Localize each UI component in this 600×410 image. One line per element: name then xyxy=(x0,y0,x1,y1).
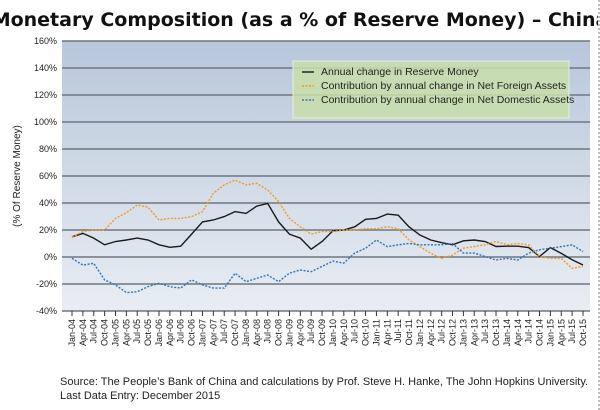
x-tick-label: Jan-11 xyxy=(371,319,381,346)
x-tick-label: Jan-10 xyxy=(328,319,338,347)
x-tick-label: Apr-06 xyxy=(165,319,175,346)
x-tick-label: Apr-09 xyxy=(295,319,305,346)
x-tick-label: Jan-07 xyxy=(197,319,207,347)
x-tick-label: Apr-04 xyxy=(78,319,88,346)
x-tick-label: Jul-09 xyxy=(306,319,316,344)
x-tick-label: Jul-10 xyxy=(350,319,360,344)
x-tick-label: Oct-07 xyxy=(230,319,240,346)
series-line-2 xyxy=(71,239,584,294)
x-tick-label: Jul-13 xyxy=(480,319,490,344)
source-note: Source: The People’s Bank of China and c… xyxy=(60,376,588,388)
x-tick-label: Oct-10 xyxy=(361,319,371,346)
x-tick-label: Jan-06 xyxy=(154,319,164,347)
x-tick-label: Oct-13 xyxy=(491,319,501,346)
x-tick-label: Oct-04 xyxy=(100,319,110,346)
chart-title: Monetary Composition (as a % of Reserve … xyxy=(0,9,600,31)
x-tick-label: Apr-10 xyxy=(339,319,349,346)
x-tick-label: Jul-14 xyxy=(524,319,534,344)
x-tick-label: Jan-12 xyxy=(415,319,425,347)
x-tick-label: Oct-14 xyxy=(535,319,545,346)
legend-entry: Annual change in Reserve Money xyxy=(321,66,479,78)
x-tick-label: Jan-13 xyxy=(458,319,468,347)
x-tick-label: Apr-12 xyxy=(426,319,436,346)
y-tick-label: 20% xyxy=(39,225,57,235)
x-tick-label: Jul-15 xyxy=(567,319,577,344)
x-tick-label: Jan-14 xyxy=(502,319,512,347)
x-tick-label: Jul-12 xyxy=(437,319,447,344)
x-tick-label: Jan-15 xyxy=(545,319,555,347)
y-tick-label: 60% xyxy=(39,171,57,181)
x-tick-label: Jul-05 xyxy=(132,319,142,344)
legend-entry: Contribution by annual change in Net For… xyxy=(321,80,566,92)
y-tick-label: 160% xyxy=(34,36,57,46)
x-tick-label: Apr-08 xyxy=(252,319,262,346)
legend-box xyxy=(292,60,570,119)
y-tick-label: 40% xyxy=(39,198,57,208)
x-tick-label: Apr-14 xyxy=(513,319,523,346)
x-tick-label: Jul-08 xyxy=(263,319,273,344)
x-tick-label: Apr-13 xyxy=(469,319,479,346)
x-tick-label: Jul-07 xyxy=(219,319,229,344)
x-tick-label: Jan-08 xyxy=(241,319,251,347)
y-tick-label: 0% xyxy=(44,252,57,262)
y-tick-label: 120% xyxy=(34,90,57,100)
y-tick-label: 80% xyxy=(39,144,57,154)
x-tick-label: Apr-07 xyxy=(208,319,218,346)
y-axis-label: (% Of Reserve Money) xyxy=(12,125,23,227)
legend-entry: Contribution by annual change in Net Dom… xyxy=(321,94,574,106)
x-tick-label: Oct-08 xyxy=(274,319,284,346)
series-line-1 xyxy=(71,179,584,270)
x-tick-label: Jan-04 xyxy=(67,319,77,347)
x-tick-label: Apr-05 xyxy=(121,319,131,346)
x-tick-label: Oct-09 xyxy=(317,319,327,346)
x-tick-label: Oct-15 xyxy=(578,319,588,346)
y-tick-label: 100% xyxy=(34,117,57,127)
x-tick-label: Jul-11 xyxy=(393,319,403,343)
x-tick-label: Oct-12 xyxy=(448,319,458,346)
last-data-entry: Last Data Entry: December 2015 xyxy=(60,390,220,402)
x-tick-label: Oct-05 xyxy=(143,319,153,346)
x-tick-label: Jul-04 xyxy=(89,319,99,344)
legend: Annual change in Reserve Money Contributi… xyxy=(292,60,574,119)
y-tick-label: -40% xyxy=(36,306,57,316)
series-line-0 xyxy=(71,202,584,266)
x-tick-label: Oct-11 xyxy=(404,319,414,345)
y-tick-label: 140% xyxy=(34,63,57,73)
x-tick-label: Jul-06 xyxy=(176,319,186,344)
y-tick-label: -20% xyxy=(36,279,57,289)
x-tick-label: Jan-05 xyxy=(110,319,120,347)
x-tick-label: Jan-09 xyxy=(284,319,294,347)
x-tick-label: Apr-11 xyxy=(382,319,392,345)
x-tick-label: Apr-15 xyxy=(556,319,566,346)
x-tick-label: Oct-06 xyxy=(187,319,197,346)
